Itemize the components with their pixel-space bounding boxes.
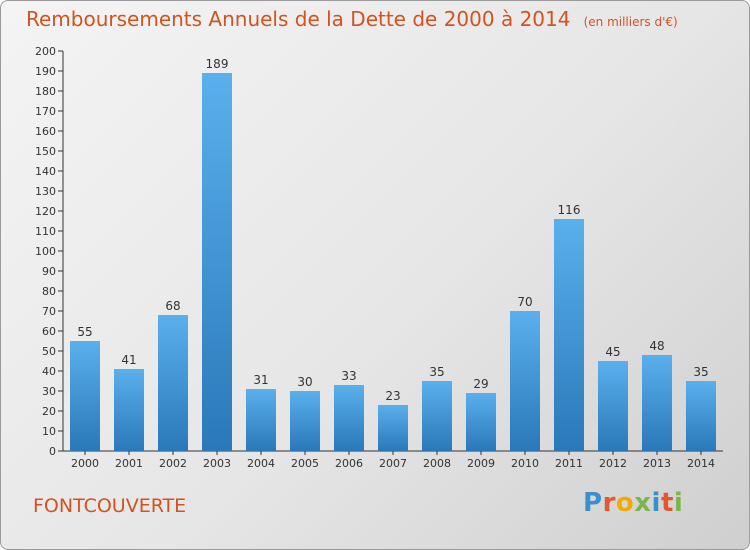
- y-tick-label: 110: [35, 225, 56, 238]
- x-tick-label: 2013: [643, 457, 671, 470]
- x-tick-label: 2014: [687, 457, 715, 470]
- y-tick-label: 40: [42, 365, 56, 378]
- data-label: 70: [517, 295, 532, 309]
- logo-letter: i: [651, 488, 661, 518]
- y-tick-label: 160: [35, 125, 56, 138]
- x-tick-label: 2010: [511, 457, 539, 470]
- logo-letter: i: [673, 488, 684, 518]
- y-tick-label: 70: [42, 305, 56, 318]
- logo-letter: P: [583, 488, 603, 518]
- bar-2010: [510, 311, 540, 451]
- bar-2009: [466, 393, 496, 451]
- bar-chart: 0 10 20 30 40 50 60 70 80 90 100 110 120 130 140 150 160…: [35, 45, 723, 470]
- bar-2011: [554, 219, 584, 451]
- x-axis: 2000 2001 2002 2003 2004 2005 2006 2007 2008 2009…: [63, 450, 723, 470]
- chart-unit: (en milliers d'€): [583, 15, 678, 29]
- commune-name: FONTCOUVERTE: [33, 495, 187, 517]
- logo-letter: r: [602, 488, 616, 518]
- logo-letter: x: [634, 488, 652, 518]
- data-label: 116: [558, 203, 581, 217]
- proxiti-logo: Proxiti: [583, 488, 683, 518]
- bar-2014: [686, 381, 716, 451]
- bar-2004: [246, 389, 276, 451]
- y-tick-label: 80: [42, 285, 56, 298]
- logo-letter: t: [660, 488, 674, 518]
- x-tick-label: 2009: [467, 457, 495, 470]
- bar-2006: [334, 385, 364, 451]
- y-tick-label: 0: [49, 445, 56, 458]
- bar-2012: [598, 361, 628, 451]
- data-label: 33: [341, 369, 356, 383]
- y-tick-label: 100: [35, 245, 56, 258]
- y-tick-label: 190: [35, 65, 56, 78]
- bar-2000: [70, 341, 100, 451]
- x-tick-label: 2001: [115, 457, 143, 470]
- chart-title: Remboursements Annuels de la Dette de 20…: [26, 7, 571, 31]
- y-axis: 0 10 20 30 40 50 60 70 80 90 100 110 120 130 140 150 160…: [35, 45, 64, 458]
- x-tick-label: 2006: [335, 457, 363, 470]
- bar-2002: [158, 315, 188, 451]
- x-tick-label: 2000: [71, 457, 99, 470]
- x-tick-label: 2004: [247, 457, 275, 470]
- title-row: Remboursements Annuels de la Dette de 20…: [26, 7, 678, 31]
- y-tick-label: 180: [35, 85, 56, 98]
- bar-2008: [422, 381, 452, 451]
- logo-letter: o: [615, 488, 635, 518]
- data-label: 30: [297, 375, 312, 389]
- bars: [70, 73, 716, 451]
- y-tick-label: 140: [35, 165, 56, 178]
- y-tick-label: 60: [42, 325, 56, 338]
- y-tick-label: 30: [42, 385, 56, 398]
- data-label: 189: [206, 57, 229, 71]
- y-tick-label: 130: [35, 185, 56, 198]
- x-tick-label: 2005: [291, 457, 319, 470]
- data-label: 31: [253, 373, 268, 387]
- y-tick-label: 150: [35, 145, 56, 158]
- data-label: 35: [429, 365, 444, 379]
- data-label: 35: [693, 365, 708, 379]
- x-tick-label: 2002: [159, 457, 187, 470]
- y-tick-label: 120: [35, 205, 56, 218]
- data-label: 45: [605, 345, 620, 359]
- y-tick-label: 20: [42, 405, 56, 418]
- data-label: 29: [473, 377, 488, 391]
- y-tick-label: 170: [35, 105, 56, 118]
- y-tick-label: 50: [42, 345, 56, 358]
- data-label: 48: [649, 339, 664, 353]
- bar-2013: [642, 355, 672, 451]
- data-label: 41: [121, 353, 136, 367]
- bar-2001: [114, 369, 144, 451]
- x-tick-label: 2012: [599, 457, 627, 470]
- bar-2003: [202, 73, 232, 451]
- x-tick-label: 2011: [555, 457, 583, 470]
- bar-2005: [290, 391, 320, 451]
- x-tick-label: 2008: [423, 457, 451, 470]
- y-tick-label: 90: [42, 265, 56, 278]
- bar-2007: [378, 405, 408, 451]
- data-label: 55: [77, 325, 92, 339]
- x-tick-label: 2003: [203, 457, 231, 470]
- y-tick-label: 200: [35, 45, 56, 58]
- x-tick-label: 2007: [379, 457, 407, 470]
- data-label: 68: [165, 299, 180, 313]
- y-tick-label: 10: [42, 425, 56, 438]
- data-labels: 55 41 68 189 31 30 33 23 35 29 70 116 45 48 35: [77, 57, 708, 403]
- data-label: 23: [385, 389, 400, 403]
